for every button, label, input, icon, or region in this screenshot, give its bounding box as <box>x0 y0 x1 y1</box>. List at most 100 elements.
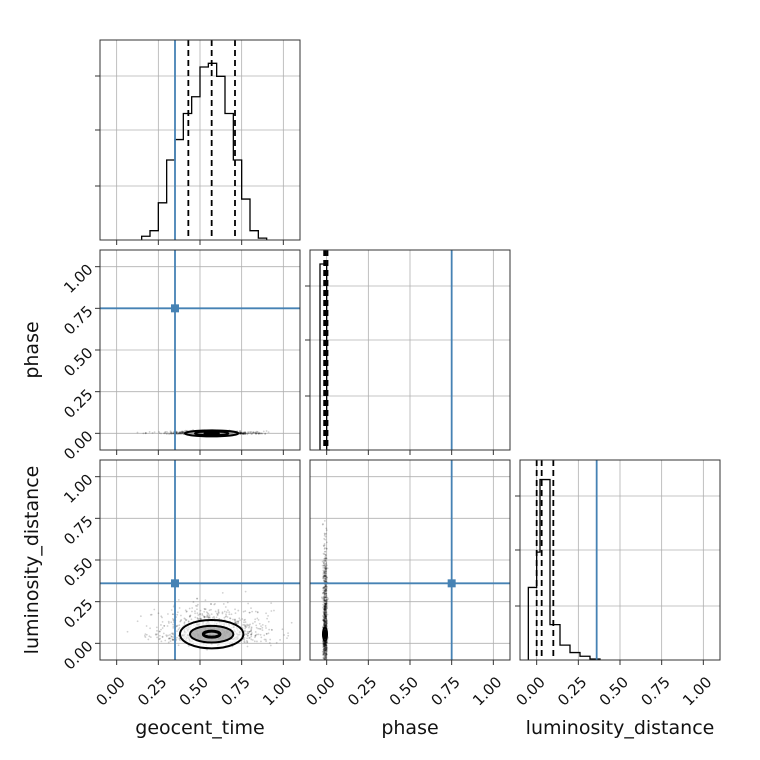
x-tick-label: 1.00 <box>679 673 715 709</box>
sample-point <box>281 628 284 631</box>
sample-point <box>197 617 199 620</box>
sample-point <box>170 635 173 638</box>
sample-point <box>239 431 242 434</box>
sample-point <box>252 431 255 434</box>
sample-point <box>323 641 325 644</box>
sample-point <box>325 570 327 573</box>
sample-point <box>324 624 327 627</box>
sample-point <box>178 432 180 435</box>
sample-point <box>325 602 328 605</box>
sample-point <box>258 627 261 630</box>
sample-point <box>182 431 185 434</box>
sample-point <box>324 654 327 657</box>
sample-point <box>324 604 327 607</box>
sample-point <box>167 641 170 644</box>
sample-point <box>245 626 248 628</box>
sample-point <box>269 644 272 647</box>
sample-point <box>248 630 251 633</box>
sample-point <box>249 431 252 434</box>
sample-point <box>325 563 327 565</box>
sample-point <box>205 616 208 619</box>
sample-point <box>169 637 172 640</box>
sample-point <box>324 623 327 626</box>
sample-point <box>324 611 327 614</box>
sample-point <box>206 648 208 651</box>
sample-point <box>323 657 326 660</box>
sample-point <box>169 432 172 435</box>
sample-point <box>155 626 158 629</box>
sample-point <box>242 432 245 435</box>
sample-point <box>325 641 328 644</box>
sample-point <box>247 432 249 435</box>
sample-point <box>324 574 327 577</box>
sample-point <box>324 559 327 562</box>
sample-point <box>323 532 326 535</box>
sample-point <box>156 636 158 639</box>
sample-point <box>170 632 173 635</box>
sample-point <box>239 429 242 432</box>
sample-point <box>240 432 243 434</box>
sample-point <box>247 624 250 626</box>
sample-point <box>264 432 267 435</box>
sample-point <box>235 620 238 623</box>
sample-point <box>325 664 327 666</box>
sample-point <box>239 431 242 433</box>
sample-point <box>267 632 270 635</box>
sample-point <box>243 625 246 627</box>
sample-point <box>324 573 327 576</box>
sample-point <box>268 641 271 644</box>
sample-point <box>323 622 326 624</box>
sample-point <box>142 432 145 435</box>
sample-point <box>324 557 327 560</box>
sample-point <box>324 620 327 623</box>
sample-point <box>257 432 260 435</box>
sample-point <box>217 611 220 614</box>
sample-point <box>325 578 328 581</box>
sample-point <box>144 431 147 434</box>
sample-point <box>324 572 327 575</box>
sample-point <box>203 610 206 613</box>
sample-point <box>242 432 245 435</box>
sample-point <box>325 657 328 660</box>
sample-point <box>324 624 327 627</box>
sample-point <box>163 432 166 435</box>
sample-point <box>324 585 327 587</box>
sample-point <box>322 587 325 589</box>
sample-point <box>181 431 184 434</box>
sample-point <box>241 432 244 435</box>
sample-point <box>323 565 325 567</box>
sample-point <box>324 584 327 587</box>
sample-point <box>324 644 326 647</box>
sample-point <box>325 589 328 592</box>
sample-point <box>323 586 326 589</box>
sample-point <box>324 580 327 582</box>
sample-point <box>255 432 258 435</box>
sample-point <box>199 613 201 616</box>
sample-point <box>325 648 327 651</box>
sample-point <box>325 602 327 605</box>
sample-point <box>322 587 325 589</box>
sample-point <box>324 624 326 627</box>
sample-point <box>252 431 255 434</box>
sample-point <box>323 557 326 560</box>
sample-point <box>326 641 328 644</box>
sample-point <box>324 651 327 654</box>
sample-point <box>195 604 197 607</box>
sample-point <box>216 612 218 615</box>
sample-point <box>323 572 326 574</box>
sample-point <box>324 565 327 568</box>
sample-point <box>169 640 172 642</box>
sample-point <box>324 609 327 612</box>
sample-point <box>161 627 164 629</box>
sample-point <box>237 622 240 625</box>
sample-point <box>207 616 210 619</box>
sample-point <box>160 624 162 626</box>
x-tick-label: 0.50 <box>596 673 632 709</box>
sample-point <box>323 616 326 619</box>
sample-point <box>175 636 178 639</box>
sample-point <box>324 615 327 618</box>
sample-point <box>178 627 181 629</box>
sample-point <box>221 612 224 615</box>
sample-point <box>324 607 327 610</box>
sample-point <box>322 559 325 562</box>
